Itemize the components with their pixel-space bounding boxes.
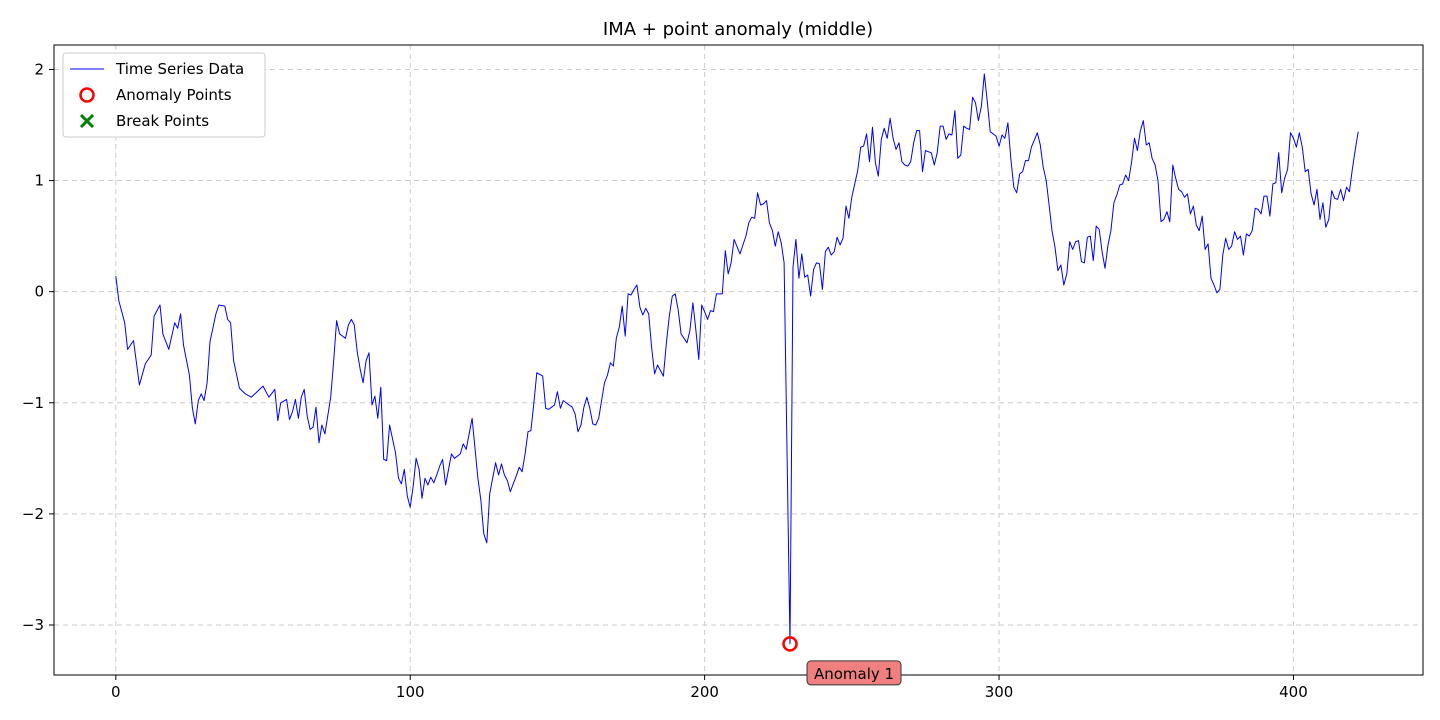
chart-title: IMA + point anomaly (middle) <box>603 19 873 40</box>
x-tick-label: 100 <box>396 683 425 701</box>
legend-label: Time Series Data <box>115 60 244 78</box>
x-tick-label: 0 <box>111 683 121 701</box>
x-axis: 0 100 200 300 400 <box>111 675 1308 701</box>
legend: Time Series Data Anomaly Points Break Poin… <box>62 52 266 138</box>
legend-break-marker-b <box>79 113 95 129</box>
y-tick-label: −2 <box>22 505 44 523</box>
x-tick-label: 200 <box>690 683 719 701</box>
y-tick-label: 2 <box>34 60 44 78</box>
legend-anomaly-marker <box>79 87 95 103</box>
y-tick-label: 0 <box>34 283 44 301</box>
series-line <box>115 73 1359 645</box>
annotations: Anomaly 1 <box>806 660 902 686</box>
anomaly-annotation-box <box>806 660 902 686</box>
y-tick-label: −1 <box>22 394 44 412</box>
plot-frame <box>53 44 1424 676</box>
legend-label: Anomaly Points <box>116 86 232 104</box>
grid <box>54 45 1423 675</box>
x-tick-label: 400 <box>1279 683 1308 701</box>
y-tick-label: 1 <box>34 172 44 190</box>
y-tick-label: −3 <box>22 616 44 634</box>
x-tick-label: 300 <box>985 683 1014 701</box>
anomaly-point <box>782 636 798 652</box>
legend-label: Break Points <box>116 112 209 130</box>
plot-area <box>115 73 1359 652</box>
anomaly-annotation-label: Anomaly 1 <box>814 665 894 683</box>
y-axis: −3 −2 −1 0 1 2 <box>22 60 54 634</box>
legend-box <box>62 52 266 138</box>
